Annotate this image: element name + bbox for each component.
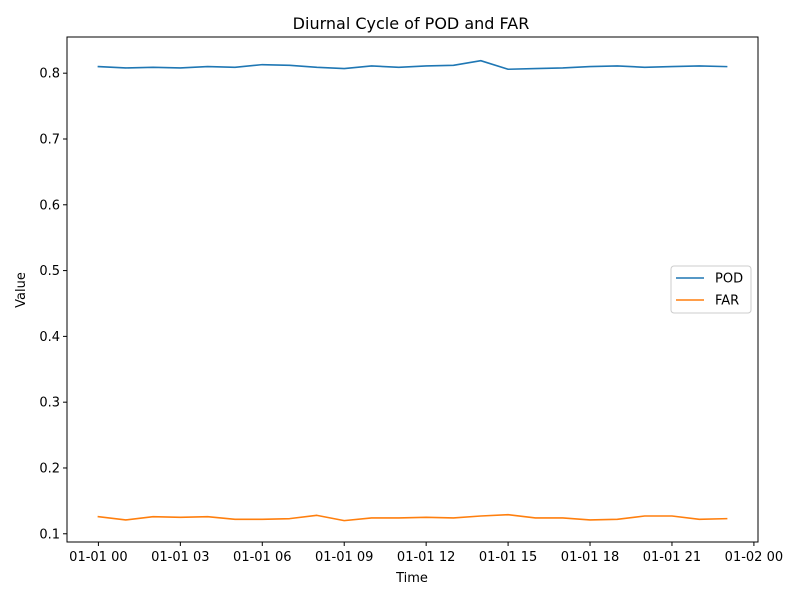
y-tick-label-2: 0.3 [39, 396, 60, 411]
x-tick-label-6: 01-01 18 [561, 550, 619, 565]
legend-label-pod: POD [715, 272, 743, 287]
y-tick-label-6: 0.7 [39, 132, 60, 147]
y-tick-label-3: 0.4 [39, 330, 60, 345]
x-axis-label: Time [395, 571, 428, 586]
y-tick-label-0: 0.1 [39, 527, 60, 542]
x-tick-label-0: 01-01 00 [69, 550, 127, 565]
y-axis-ticks: 0.1 0.2 0.3 0.4 0.5 0.6 0.7 0.8 [39, 67, 67, 542]
chart-title: Diurnal Cycle of POD and FAR [293, 14, 530, 33]
y-tick-label-5: 0.6 [39, 198, 60, 213]
plot-frame [66, 36, 759, 543]
y-tick-label-1: 0.2 [39, 461, 60, 476]
x-tick-label-8: 01-02 00 [725, 550, 783, 565]
x-tick-label-2: 01-01 06 [233, 550, 291, 565]
x-tick-label-1: 01-01 03 [151, 550, 209, 565]
series-layer [97, 59, 728, 522]
x-tick-label-3: 01-01 09 [315, 550, 373, 565]
x-tick-label-4: 01-01 12 [397, 550, 455, 565]
legend-label-far: FAR [715, 294, 739, 309]
series-line-pod [97, 59, 728, 71]
x-tick-label-5: 01-01 15 [479, 550, 537, 565]
legend: POD FAR [670, 265, 752, 314]
y-tick-label-4: 0.5 [39, 264, 60, 279]
x-tick-label-7: 01-01 21 [643, 550, 701, 565]
x-axis-ticks: 01-01 00 01-01 03 01-01 06 01-01 09 01-01 12… [69, 542, 783, 565]
y-tick-label-7: 0.8 [39, 67, 60, 82]
series-line-far [97, 513, 728, 522]
y-axis-label: Value [14, 272, 29, 308]
